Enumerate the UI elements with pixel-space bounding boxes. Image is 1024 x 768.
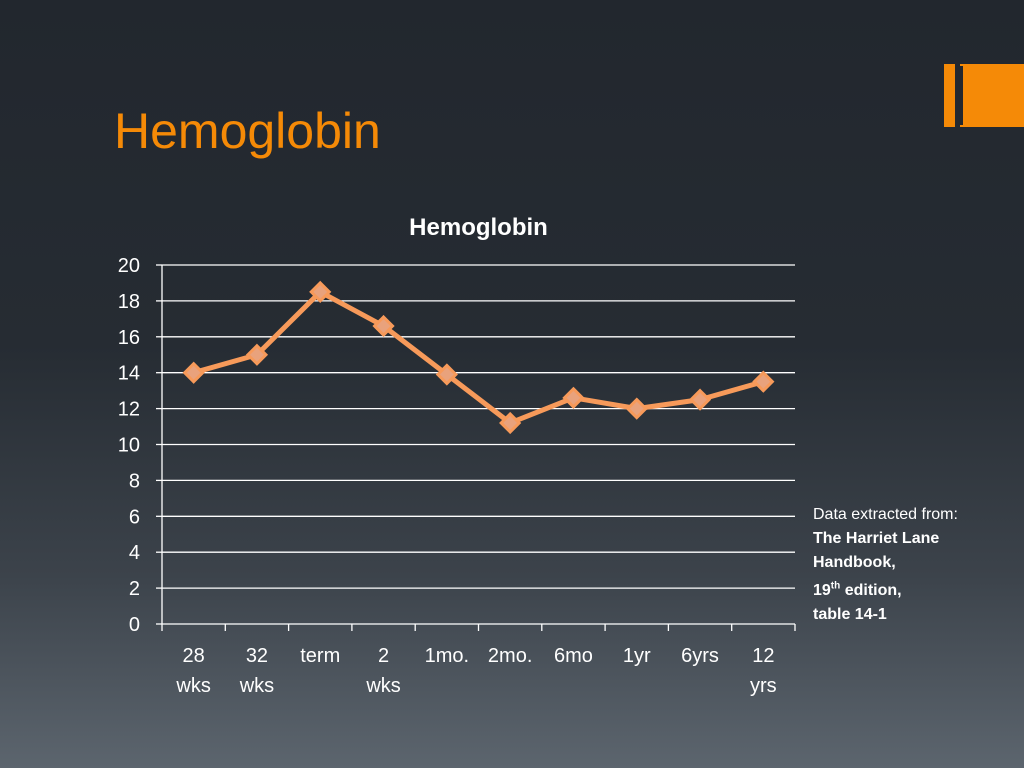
chart-title: Hemoglobin [409, 214, 548, 241]
x-tick-label: yrs [750, 675, 777, 697]
x-tick-label: 6mo [554, 645, 593, 667]
x-tick-label: wks [365, 675, 400, 697]
accent-bar-thin [944, 64, 955, 127]
x-tick-label: 28 [183, 645, 205, 667]
x-tick-label: wks [239, 675, 274, 697]
x-tick-label: 32 [246, 645, 268, 667]
x-tick-label: 12 [752, 645, 774, 667]
data-point [372, 314, 395, 338]
y-tick-label: 18 [118, 291, 140, 313]
data-point [688, 388, 712, 411]
note-line-5: table 14-1 [813, 606, 887, 624]
x-tick-label: 2 [378, 645, 389, 667]
y-tick-label: 10 [118, 435, 140, 457]
data-point [625, 397, 648, 420]
x-tick-label: term [300, 645, 340, 667]
x-tick-label: 6yrs [681, 645, 719, 667]
data-point [752, 370, 775, 393]
y-tick-label: 12 [118, 399, 140, 421]
data-point [562, 386, 585, 409]
x-tick-label: 2mo. [488, 645, 532, 667]
note-edition-num: 19 [813, 582, 831, 600]
source-note: Data extracted from: The Harriet Lane Ha… [813, 503, 958, 627]
data-point [245, 343, 269, 366]
x-tick-label: 1yr [623, 645, 651, 667]
y-tick-label: 20 [118, 255, 140, 277]
note-edition-rest: edition, [840, 582, 902, 600]
accent-bar-gap [960, 66, 963, 125]
data-point [499, 411, 522, 435]
y-tick-label: 6 [129, 506, 140, 528]
note-edition-sup: th [830, 581, 841, 592]
x-tick-label: wks [175, 675, 210, 697]
note-line-2: The Harriet Lane [813, 530, 940, 547]
note-line-1: Data extracted from: [813, 506, 958, 523]
y-tick-label: 8 [129, 470, 140, 492]
data-point [309, 280, 332, 304]
y-tick-label: 0 [129, 614, 140, 636]
y-tick-label: 4 [129, 542, 140, 564]
slide-title: Hemoglobin [114, 103, 381, 159]
accent-bar-wide [960, 64, 1024, 127]
note-line-3: Handbook, [813, 554, 896, 571]
y-tick-label: 2 [129, 578, 140, 600]
series-line [192, 289, 765, 426]
x-tick-label: 1mo. [425, 645, 469, 667]
y-tick-label: 14 [118, 363, 140, 385]
data-point [435, 363, 458, 386]
y-tick-label: 16 [118, 327, 140, 349]
data-point [182, 361, 205, 384]
